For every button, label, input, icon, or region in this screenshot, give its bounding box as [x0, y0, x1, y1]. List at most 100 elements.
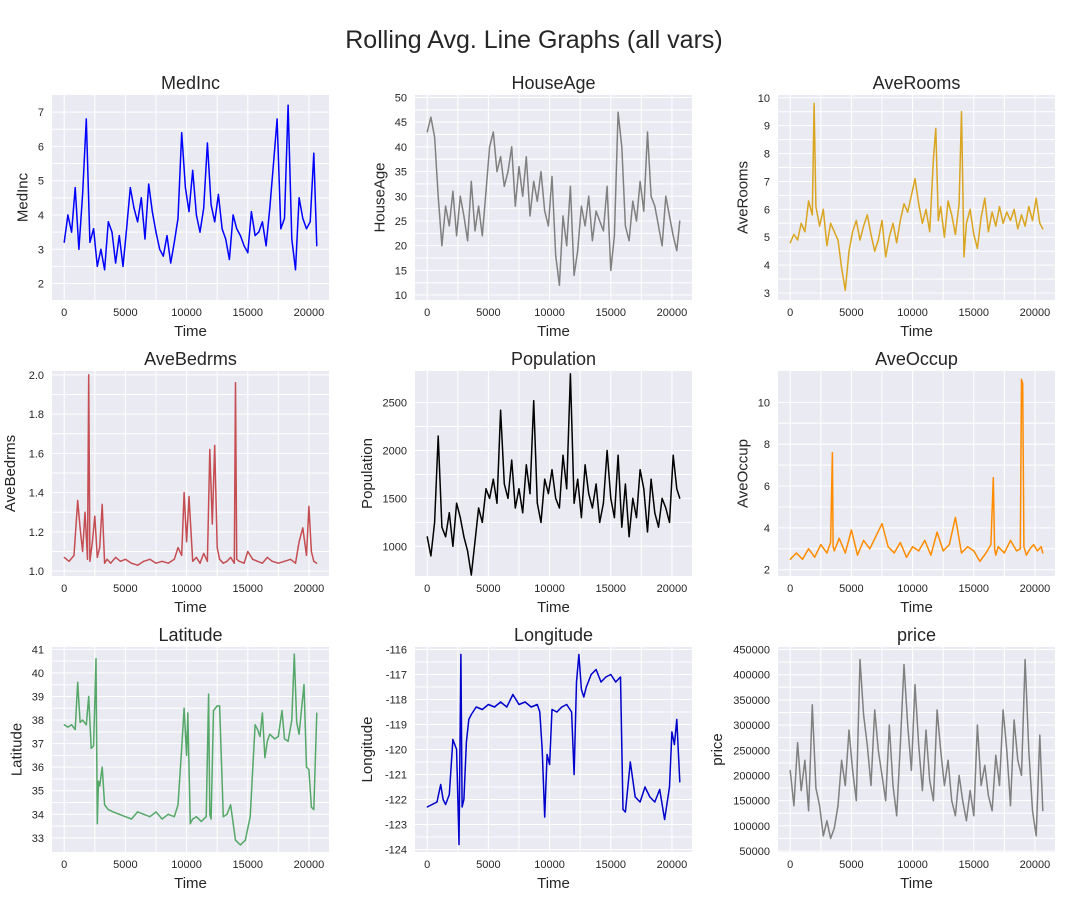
figure-title: Rolling Avg. Line Graphs (all vars) — [345, 26, 723, 54]
data-point — [940, 205, 942, 208]
data-point — [441, 245, 443, 247]
data-point — [995, 754, 997, 756]
data-point — [826, 820, 828, 822]
plot-area — [778, 647, 1055, 852]
data-point — [195, 214, 197, 216]
y-tick-label: 38 — [32, 715, 44, 727]
data-point — [97, 780, 100, 782]
data-point — [588, 195, 590, 197]
y-tick-label: 2000 — [383, 446, 407, 458]
data-point — [585, 686, 587, 688]
data-point — [524, 701, 526, 703]
data-point — [287, 740, 289, 742]
y-tick-label: 100000 — [733, 821, 770, 833]
data-point — [511, 146, 513, 148]
data-point — [503, 185, 505, 187]
data-point — [192, 169, 194, 172]
data-point — [219, 558, 221, 560]
y-tick-label: 40 — [32, 668, 44, 680]
data-point — [249, 816, 251, 818]
data-point — [514, 205, 516, 207]
data-point — [965, 222, 968, 224]
data-point — [622, 808, 624, 811]
data-point — [837, 805, 839, 807]
data-point — [200, 820, 202, 822]
data-point — [602, 230, 605, 232]
y-tick-label: 400000 — [733, 670, 770, 682]
data-point — [789, 558, 791, 560]
data-point — [905, 556, 908, 558]
data-point — [183, 492, 185, 494]
data-point — [536, 703, 538, 706]
data-point — [74, 186, 76, 189]
data-point — [899, 219, 901, 222]
data-point — [976, 247, 979, 250]
y-tick-label: 1.0 — [29, 566, 44, 578]
data-point — [130, 818, 133, 820]
data-point — [308, 505, 310, 507]
data-point — [591, 507, 594, 509]
data-point — [459, 516, 461, 519]
data-point — [888, 236, 890, 238]
data-point — [188, 495, 190, 498]
data-point — [987, 794, 990, 797]
data-point — [807, 200, 810, 202]
data-point — [74, 728, 76, 731]
x-tick-label: 5000 — [113, 583, 137, 595]
data-point — [522, 512, 524, 514]
data-point — [566, 245, 568, 247]
data-point — [261, 562, 264, 564]
subplot-title: price — [897, 625, 936, 645]
data-point — [605, 676, 607, 678]
data-point — [789, 242, 791, 244]
data-point — [78, 248, 80, 250]
data-point — [126, 228, 128, 230]
x-tick-label: 5000 — [113, 307, 137, 319]
data-point — [1024, 225, 1026, 227]
data-point — [161, 818, 163, 820]
data-point — [991, 810, 993, 812]
data-point — [188, 210, 190, 213]
data-point — [654, 205, 656, 207]
data-point — [298, 541, 300, 543]
data-point — [644, 786, 646, 788]
data-point — [562, 454, 564, 456]
data-point — [800, 222, 802, 224]
data-point — [881, 523, 883, 525]
data-point — [841, 267, 843, 269]
data-point — [850, 529, 853, 531]
x-tick-label: 15000 — [232, 583, 263, 595]
data-point — [167, 813, 169, 815]
data-point — [261, 712, 264, 714]
data-point — [963, 256, 965, 258]
y-tick-label: 2 — [764, 565, 770, 577]
data-point — [800, 789, 802, 792]
data-point — [96, 265, 98, 268]
data-point — [305, 228, 308, 230]
data-point — [610, 673, 612, 676]
data-point — [243, 245, 245, 247]
data-point — [881, 219, 883, 222]
data-point — [599, 220, 601, 222]
data-point — [855, 219, 857, 222]
y-tick-label: 4 — [764, 523, 770, 535]
data-point — [148, 183, 150, 185]
data-point — [654, 801, 656, 803]
data-point — [1042, 228, 1044, 230]
y-tick-label: 9 — [764, 121, 770, 133]
data-point — [269, 207, 271, 209]
x-tick-label: 5000 — [113, 859, 137, 871]
data-point — [566, 703, 568, 706]
data-point — [899, 541, 901, 544]
data-point — [470, 180, 472, 183]
y-tick-label: 2.0 — [29, 370, 44, 382]
data-point — [221, 228, 223, 230]
data-point — [958, 203, 960, 205]
data-point — [874, 250, 876, 252]
data-point — [815, 205, 817, 208]
y-axis-label: Population — [359, 438, 376, 509]
data-point — [856, 554, 859, 556]
data-point — [998, 784, 1001, 787]
x-tick-label: 0 — [424, 859, 430, 871]
data-point — [206, 142, 208, 144]
